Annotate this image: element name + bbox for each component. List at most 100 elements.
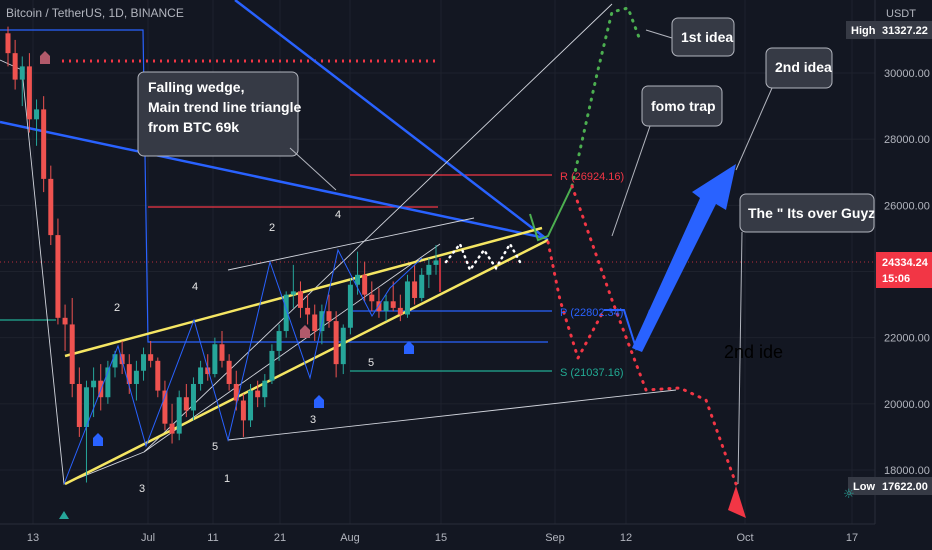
time-axis[interactable] [0, 524, 932, 550]
idea2-callout[interactable]: 2nd idea [735, 47, 833, 171]
x-ticks: 13 Jul 11 21 Aug 15 Sep 12 Oct 17 [27, 532, 858, 544]
candle-body [362, 274, 368, 295]
x-tick-label: 12 [620, 532, 632, 544]
channel-top [227, 217, 475, 271]
candle-body [355, 274, 361, 285]
earning-markers [40, 51, 414, 519]
candle-body [183, 397, 189, 411]
candle-body [383, 301, 389, 312]
candle-body [198, 367, 204, 384]
candle-body [426, 264, 432, 275]
wave-label: 5 [212, 441, 218, 453]
idea2-label: 2nd idea [775, 59, 832, 75]
resistance-label: R (26924.16) [560, 171, 624, 183]
idea1-callout[interactable]: 1st idea [645, 17, 735, 57]
candle-body [141, 354, 147, 371]
candle-body [148, 354, 154, 361]
chart-title: Bitcoin / TetherUS, 1D, BINANCE [6, 6, 184, 20]
candle-body [255, 390, 261, 398]
svg-text:High: High [851, 25, 876, 37]
candle-body [162, 390, 168, 424]
candle-body [240, 400, 246, 421]
candle-body [41, 109, 47, 179]
over-label: The " Its over Guyz" [748, 205, 882, 221]
candle-body [133, 370, 139, 384]
candle-body [69, 324, 75, 384]
fomo-callout[interactable]: fomo trap [611, 85, 723, 237]
support-label: S (21037.16) [560, 367, 624, 379]
x-tick-label: 21 [274, 532, 286, 544]
candle-body [262, 380, 268, 398]
high-tag: High 31327.22 [846, 21, 932, 39]
candle-body [212, 344, 218, 375]
candle-body [326, 311, 332, 322]
candle-body [169, 423, 175, 434]
second-ide-text: 2nd ide [724, 342, 783, 362]
x-tick-label: 11 [207, 532, 218, 544]
wave-label: 1 [224, 473, 230, 485]
y-tick-label: 28000.00 [884, 134, 930, 146]
candle-body [26, 66, 32, 120]
candle-body [347, 284, 353, 328]
x-tick-label: Oct [736, 532, 753, 544]
mid-label: P (22802.34) [560, 307, 623, 319]
wave-label: 5 [368, 357, 374, 369]
wedge-top [64, 226, 543, 358]
candle-body [390, 301, 396, 308]
lower-fan-line [227, 389, 677, 441]
left-fan [0, 59, 145, 485]
idea1-label: 1st idea [681, 29, 733, 45]
svg-text:17622.00: 17622.00 [882, 481, 928, 493]
y-tick-label: 18000.00 [884, 465, 930, 477]
candles [5, 26, 439, 483]
candle-body [226, 360, 232, 384]
svg-text:31327.22: 31327.22 [882, 25, 928, 37]
candle-body [34, 109, 40, 120]
candle-body [369, 294, 375, 302]
wave-label: 2 [269, 222, 275, 234]
white-proj [444, 241, 522, 273]
candle-body [305, 307, 311, 315]
wave-label: 2 [114, 302, 120, 314]
candle-body [5, 33, 11, 54]
x-tick-label: 13 [27, 532, 39, 544]
candle-body [105, 367, 111, 398]
fomo-label: fomo trap [651, 98, 716, 114]
candle-body [290, 291, 296, 295]
x-tick-label: 15 [435, 532, 447, 544]
y-tick-label: 26000.00 [884, 200, 930, 212]
candle-body [205, 367, 211, 375]
candle-body [62, 317, 68, 325]
candle-body [233, 383, 239, 401]
candle-body [283, 294, 289, 332]
candle-body [48, 178, 54, 236]
bear-dotted-2 [570, 184, 738, 486]
candle-body [397, 307, 403, 315]
candle-body [12, 53, 18, 80]
upper-fan-line [143, 3, 613, 453]
candle-body [55, 235, 61, 318]
candle-body [76, 383, 82, 427]
bear-dotted-1 [546, 240, 606, 362]
over-callout[interactable]: The " Its over Guyz" [737, 193, 882, 485]
x-tick-label: 17 [846, 532, 858, 544]
wave-label: 3 [310, 414, 316, 426]
candle-body [433, 260, 439, 265]
sun-icon: ☼ [843, 487, 855, 502]
candle-body [333, 321, 339, 365]
y-tick-label: 22000.00 [884, 333, 930, 345]
wedge-callout-line1: Falling wedge, [148, 79, 244, 95]
candle-body [412, 281, 418, 298]
candle-body [126, 364, 132, 384]
candle-body [91, 380, 97, 388]
candle-body [83, 387, 89, 427]
svg-text:24334.24: 24334.24 [882, 257, 929, 269]
candle-body [219, 344, 225, 361]
green-proj [529, 185, 573, 242]
wave-label: 4 [335, 209, 341, 221]
wedge-callout-line3: from BTC 69k [148, 119, 239, 135]
wedge-callout[interactable]: Falling wedge, Main trend line triangle … [137, 71, 337, 191]
candle-body [19, 66, 25, 80]
axis-unit: USDT [886, 8, 916, 20]
